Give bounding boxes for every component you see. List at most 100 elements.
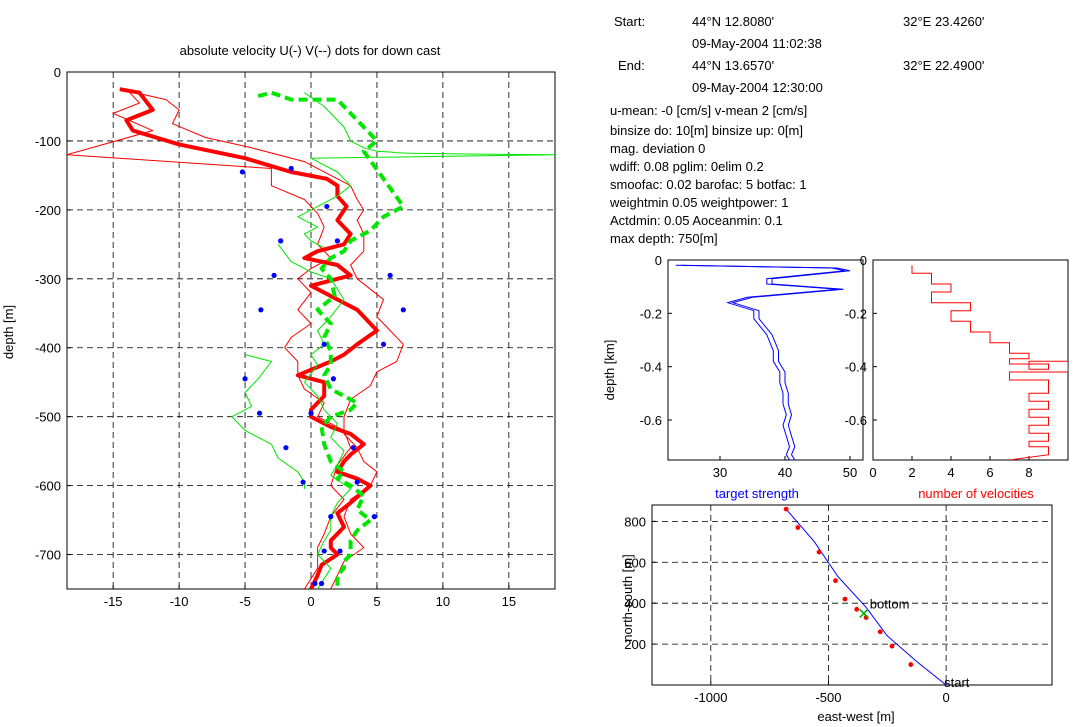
start-longitude: 32°E 23.4260'	[903, 14, 984, 29]
ship-track-line	[785, 508, 947, 685]
velocity-profiles	[67, 87, 555, 589]
velocity-y-tick-label: 0	[54, 65, 61, 80]
info-line-smoofac: smoofac: 0.02 barofac: 5 botfac: 1	[610, 177, 807, 192]
target-strength-lines	[675, 264, 851, 460]
target-strength-y-tick-label: -0.6	[640, 413, 662, 428]
v-velocity-line	[297, 92, 555, 249]
target-strength-frame	[667, 259, 864, 461]
info-line-actdmin: Actdmin: 0.05 Aoceanmin: 0.1	[610, 213, 783, 228]
velocity-count-y-tick-label: -0.2	[845, 306, 867, 321]
velocity-dot	[400, 307, 406, 313]
target-strength-axes: 30 40 50 0 -0.2 -0.4 -0.6	[640, 253, 864, 480]
velocity-count-x-tick-label: 4	[947, 465, 954, 480]
track-point	[908, 662, 914, 667]
target-strength-line	[675, 264, 845, 460]
velocity-dot	[324, 203, 330, 210]
track-y-tick-label: 400	[624, 596, 646, 611]
velocity-count-x-axis-label: number of velocities	[918, 486, 1034, 501]
track-point	[889, 643, 895, 649]
velocity-count-x-tick-label: 2	[908, 465, 915, 480]
velocity-dot	[387, 272, 393, 278]
charts-layer: -15 -10 -5 0 5 10 15 0 -100 -200 -300 -400 -500 -600 -…	[35, 65, 1069, 705]
target-strength-y-tick-label: -0.2	[640, 306, 662, 321]
u-velocity-line	[119, 87, 379, 589]
target-strength-x-tick-label: 50	[843, 465, 857, 480]
bottom-marker	[859, 608, 869, 618]
velocity-dot	[380, 341, 387, 347]
velocity-axes: -15 -10 -5 0 5 10 15 0 -100 -200 -300 -400 -500 -600 -…	[35, 65, 556, 609]
velocity-y-tick-label: -500	[35, 410, 61, 425]
velocity-x-tick-label: 5	[373, 594, 380, 609]
target-strength-y-axis-label: depth [km]	[602, 340, 617, 401]
track-point	[783, 506, 789, 512]
velocity-x-tick-label: 0	[307, 594, 314, 609]
velocity-dot	[242, 376, 248, 382]
target-strength-x-tick-label: 40	[778, 465, 792, 480]
velocity-count-y-tick-label: -0.4	[845, 360, 867, 375]
velocity-x-tick-label: -10	[170, 594, 189, 609]
velocity-count-y-tick-label: -0.6	[845, 413, 867, 428]
info-line-wdiff: wdiff: 0.08 pglim: 0elim 0.2	[609, 159, 764, 174]
velocity-dot	[271, 272, 277, 278]
velocity-dot	[334, 238, 340, 244]
velocity-dot	[258, 307, 264, 313]
velocity-dot	[256, 410, 263, 416]
start-annotation: start	[944, 675, 970, 690]
track-y-axis-label: north-south [m]	[620, 554, 635, 641]
target-strength-x-tick-label: 30	[713, 465, 727, 480]
velocity-dot	[239, 169, 246, 175]
track-lines	[783, 506, 947, 685]
velocity-y-tick-label: -200	[35, 203, 61, 218]
end-label: End:	[618, 58, 645, 73]
info-line-mag-deviation: mag. deviation 0	[610, 141, 705, 156]
info-line-weightmin: weightmin 0.05 weightpower: 1	[609, 195, 789, 210]
target-strength-line	[680, 264, 851, 460]
end-time: 09-May-2004 12:30:00	[692, 80, 823, 95]
velocity-y-tick-label: -300	[35, 272, 61, 287]
velocity-dot	[354, 479, 360, 485]
info-line-binsize: binsize do: 10[m] binsize up: 0[m]	[610, 123, 803, 138]
velocity-x-tick-label: -5	[239, 594, 251, 609]
velocity-dot	[312, 580, 318, 587]
track-point	[854, 606, 860, 612]
velocity-y-tick-label: -600	[35, 479, 61, 494]
velocity-dot	[337, 548, 343, 554]
target-strength-x-axis-label: target strength	[715, 486, 799, 501]
track-point	[877, 629, 883, 635]
velocity-dot	[308, 410, 314, 416]
velocity-count-axes: 0 2 4 6 8 0 -0.2 -0.4 -0.6	[845, 253, 1069, 480]
velocity-dot	[330, 376, 337, 382]
track-y-tick-label: 200	[624, 637, 646, 652]
track-point	[842, 596, 848, 602]
track-y-tick-label: 800	[624, 514, 646, 529]
u-velocity-line	[67, 88, 352, 589]
target-strength-y-tick-label: 0	[655, 253, 662, 268]
track-x-tick-label: -500	[815, 690, 841, 705]
velocity-count-line	[911, 265, 1068, 460]
velocity-dot	[283, 445, 289, 451]
end-latitude: 44°N 13.6570'	[692, 58, 774, 73]
track-point	[816, 549, 822, 555]
velocity-x-tick-label: 15	[502, 594, 516, 609]
velocity-count-y-tick-label: 0	[860, 253, 867, 268]
velocity-frame	[66, 71, 556, 590]
end-longitude: 32°E 22.4900'	[903, 58, 984, 73]
u-velocity-line	[119, 88, 404, 589]
start-latitude: 44°N 12.8080'	[692, 14, 774, 29]
velocity-y-tick-label: -100	[35, 134, 61, 149]
velocity-dot	[321, 341, 327, 347]
track-point	[795, 525, 801, 530]
velocity-count-x-tick-label: 6	[986, 465, 993, 480]
cast-info-panel: Start: 44°N 12.8080' 32°E 23.4260' 09-Ma…	[609, 14, 984, 246]
velocity-dot	[318, 580, 325, 587]
info-line-u-mean: u-mean: -0 [cm/s] v-mean 2 [cm/s]	[610, 103, 807, 118]
velocity-dot	[350, 445, 356, 451]
track-x-tick-label: -1000	[694, 690, 727, 705]
velocity-dot	[328, 514, 334, 520]
velocity-y-axis-label: depth [m]	[1, 305, 16, 359]
velocity-x-tick-label: 10	[436, 594, 450, 609]
velocity-count-x-tick-label: 8	[1025, 465, 1032, 480]
track-axes: -1000 -500 0 200 400 600 800	[624, 504, 1053, 705]
velocity-count-lines	[911, 265, 1068, 460]
